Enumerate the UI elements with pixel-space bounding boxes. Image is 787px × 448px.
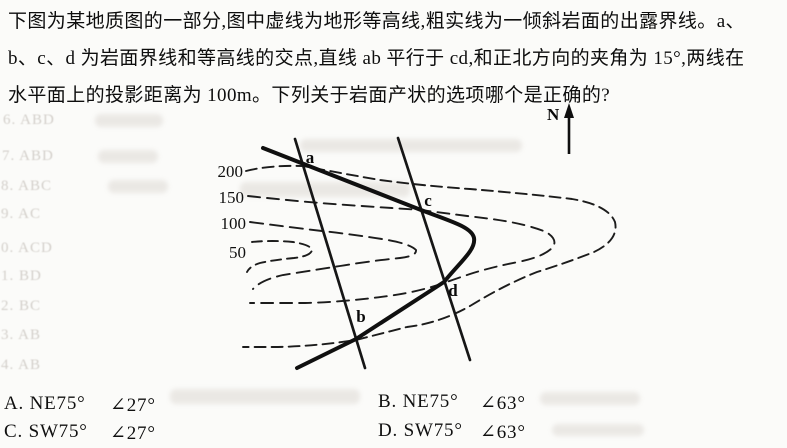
option-d-dip: ∠63° bbox=[480, 422, 526, 443]
ghost-text: 3. AB bbox=[1, 327, 42, 343]
contour-label-200: 200 bbox=[218, 162, 244, 181]
contour-label-50: 50 bbox=[229, 243, 246, 262]
ghost-smudge bbox=[98, 150, 158, 163]
contour-label-150: 150 bbox=[219, 188, 245, 207]
ghost-smudge bbox=[552, 424, 644, 436]
ghost-smudge bbox=[95, 114, 163, 127]
outcrop-line bbox=[261, 146, 477, 370]
option-a-dip: ∠27° bbox=[110, 395, 156, 416]
ghost-text: 6. ABD bbox=[3, 112, 55, 128]
ghost-smudge bbox=[108, 180, 168, 193]
line-ab bbox=[293, 137, 367, 370]
ghost-smudge bbox=[540, 392, 640, 405]
north-label: N bbox=[547, 105, 560, 124]
question-line-1: 下图为某地质图的一部分,图中虚线为地形等高线,粗实线为一倾斜岩面的出露界线。a、 bbox=[8, 11, 745, 32]
point-label-d: d bbox=[448, 281, 458, 300]
question-line-3: 水平面上的投影距离为 100m。下列关于岩面产状的选项哪个是正确的? bbox=[8, 85, 611, 106]
point-label-c: c bbox=[424, 191, 432, 210]
option-b-dip: ∠63° bbox=[480, 393, 526, 414]
ghost-text: 7. ABD bbox=[2, 148, 54, 164]
contour-line-200 bbox=[242, 164, 617, 348]
contour-line-100 bbox=[249, 221, 417, 290]
point-label-a: a bbox=[306, 148, 315, 167]
option-b-label: B. NE75° bbox=[378, 391, 459, 412]
north-arrow bbox=[564, 103, 574, 154]
ghost-smudge bbox=[170, 389, 360, 404]
option-d-label: D. SW75° bbox=[378, 420, 463, 441]
ghost-text: 4. AB bbox=[1, 357, 42, 373]
ghost-text: 8. ABC bbox=[1, 178, 53, 194]
contour-label-100: 100 bbox=[221, 214, 247, 233]
ghost-smudge bbox=[300, 139, 522, 152]
ghost-text: 1. BD bbox=[1, 268, 42, 284]
line-cd bbox=[396, 136, 472, 362]
ghost-smudge bbox=[240, 182, 410, 197]
option-c-label: C. SW75° bbox=[4, 421, 88, 442]
ghost-text: 0. ACD bbox=[1, 240, 53, 256]
contour-line-150 bbox=[247, 195, 556, 304]
ghost-text: 2. BC bbox=[1, 298, 42, 314]
contour-line-50 bbox=[246, 240, 313, 273]
question-line-2: b、c、d 为岩面界线和等高线的交点,直线 ab 平行于 cd,和正北方向的夹角… bbox=[8, 48, 745, 69]
ghost-text: 9. AC bbox=[1, 206, 42, 222]
point-label-b: b bbox=[356, 307, 365, 326]
option-a-label: A. NE75° bbox=[4, 393, 86, 414]
option-c-dip: ∠27° bbox=[110, 423, 156, 444]
